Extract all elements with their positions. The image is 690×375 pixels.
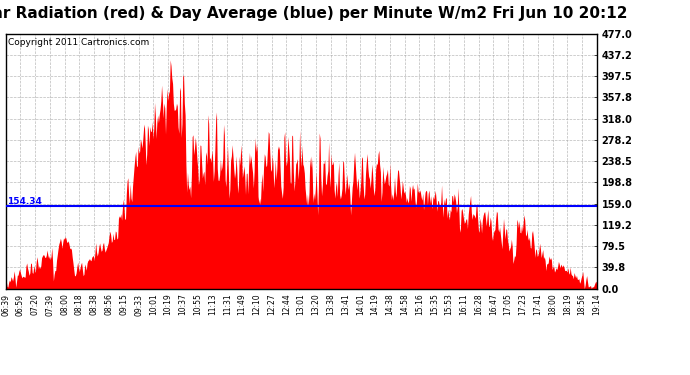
Text: Copyright 2011 Cartronics.com: Copyright 2011 Cartronics.com xyxy=(8,38,150,46)
Text: Solar Radiation (red) & Day Average (blue) per Minute W/m2 Fri Jun 10 20:12: Solar Radiation (red) & Day Average (blu… xyxy=(0,6,627,21)
Text: 154.34: 154.34 xyxy=(7,197,41,206)
